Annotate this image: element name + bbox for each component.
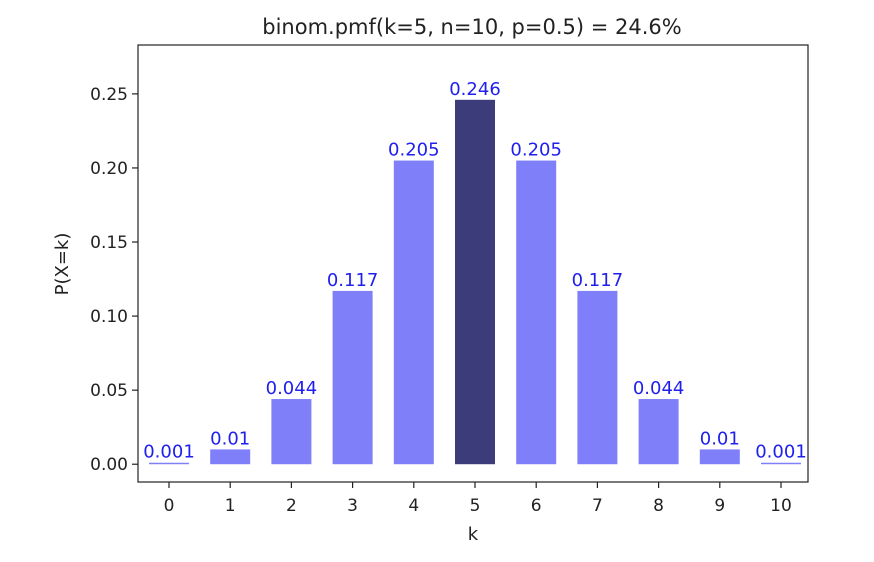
bar-8 [638,399,679,465]
chart-title: binom.pmf(k=5, n=10, p=0.5) = 24.6% [262,15,681,39]
plot-area: 0.001 0.01 0.044 0.117 0.205 0.246 0.205 0.117 0… [143,79,807,465]
y-axis-title: P(X=k) [52,233,73,296]
bar-9 [699,449,740,465]
data-label-9: 0.01 [700,428,740,449]
bar-2 [271,399,312,465]
data-label-4: 0.205 [388,140,440,161]
data-label-2: 0.044 [266,378,318,399]
data-label-7: 0.117 [572,270,624,291]
data-label-6: 0.205 [510,140,562,161]
y-tick-label: 0.15 [90,233,128,253]
y-tick-label: 0.10 [90,307,128,327]
y-tick-label: 0.05 [90,381,128,401]
bar-6 [516,160,557,465]
x-tick-label: 5 [470,496,481,516]
data-label-8: 0.044 [633,378,685,399]
data-label-1: 0.01 [210,428,250,449]
bar-0 [149,462,189,465]
bar-4 [393,160,434,465]
plot-frame [137,44,809,483]
y-tick-label: 0.20 [90,159,128,179]
bar-5 [455,99,495,465]
x-tick-label: 4 [408,496,419,516]
data-label-3: 0.117 [327,270,379,291]
x-tick-label: 1 [225,496,236,516]
x-tick-label: 3 [347,496,358,516]
y-axis: 0.00 0.05 0.10 0.15 0.20 0.25 [90,85,138,475]
x-tick-label: 8 [653,496,664,516]
bar-3 [332,290,373,465]
x-tick-label: 0 [164,496,175,516]
x-tick-label: 7 [592,496,603,516]
data-label-5: 0.246 [449,79,501,100]
x-axis-title: k [468,524,479,545]
x-tick-label: 10 [770,496,792,516]
x-tick-label: 6 [531,496,542,516]
bar-7 [577,290,618,465]
y-tick-label: 0.25 [90,85,128,105]
data-label-10: 0.001 [755,442,807,463]
y-tick-label: 0.00 [90,455,128,475]
x-tick-label: 9 [714,496,725,516]
data-label-0: 0.001 [143,442,195,463]
x-tick-label: 2 [286,496,297,516]
bar-1 [210,449,251,465]
bar-10 [761,462,801,465]
x-axis: 0 1 2 3 4 5 6 7 8 9 10 [164,482,792,516]
